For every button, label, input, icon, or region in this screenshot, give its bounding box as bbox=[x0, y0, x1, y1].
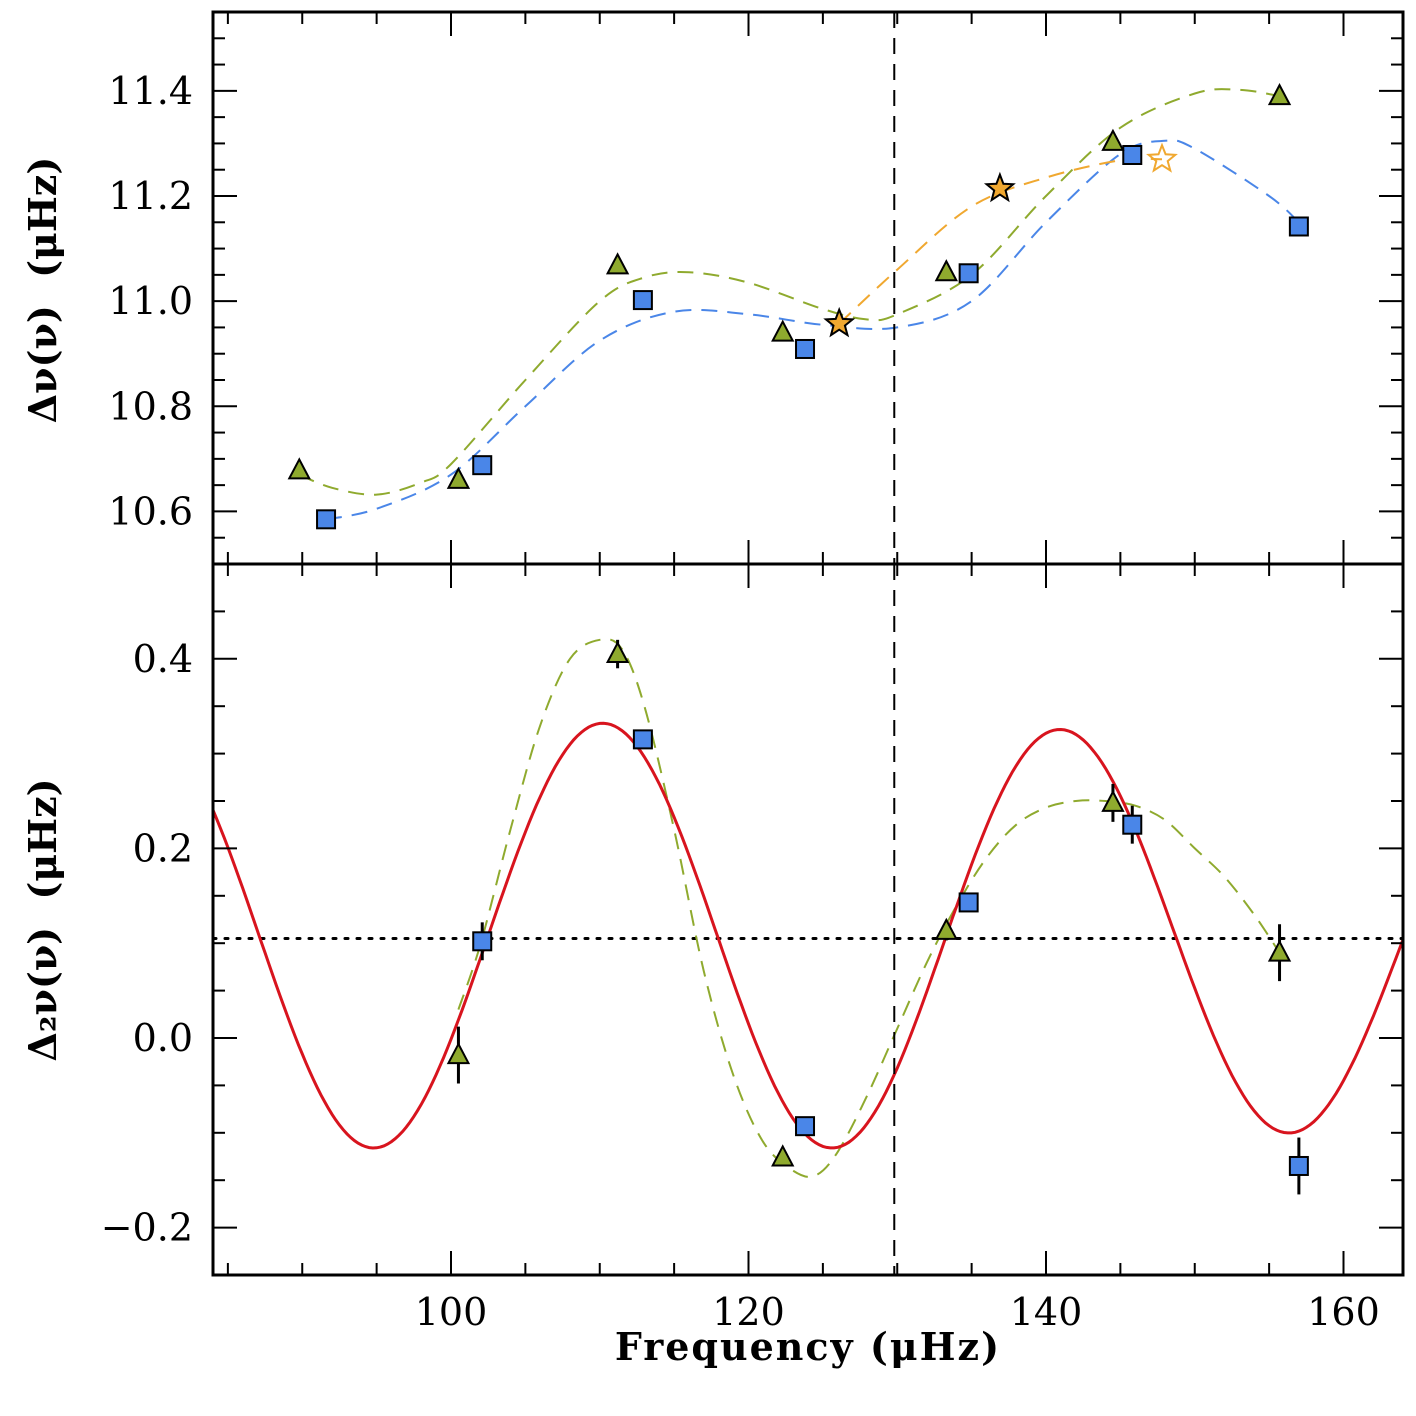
triangle-marker bbox=[1101, 789, 1125, 812]
square-marker bbox=[1288, 1155, 1309, 1176]
dashed-fit-line bbox=[457, 638, 1281, 1178]
triangle-marker bbox=[934, 917, 958, 940]
square-marker bbox=[316, 509, 337, 530]
top-data-markers bbox=[287, 82, 1309, 530]
triangle-marker bbox=[446, 466, 471, 489]
y-tick-label: 11.2 bbox=[108, 174, 193, 218]
square-marker bbox=[958, 892, 979, 913]
top-y-axis-label: Δν(ν) (μHz) bbox=[20, 157, 65, 424]
triangle-marker bbox=[446, 1041, 471, 1065]
x-tick-label: 100 bbox=[415, 1290, 488, 1334]
bottom-y-axis-label-unit: (μHz) bbox=[20, 778, 65, 899]
open-star-marker bbox=[1146, 142, 1178, 173]
square-marker bbox=[632, 290, 653, 311]
bottom-y-axis-label-main: Δ₂ν(ν) bbox=[20, 927, 65, 1062]
triangle-marker bbox=[1101, 128, 1125, 151]
x-tick-label: 120 bbox=[712, 1290, 785, 1334]
y-tick-label: 0.4 bbox=[133, 637, 193, 681]
bottom-y-tick-labels: −0.2 0.0 0.2 0.4 bbox=[101, 637, 193, 1250]
triangle-marker bbox=[934, 259, 958, 282]
dashed-fit-line bbox=[298, 88, 1280, 496]
y-tick-label: 10.6 bbox=[108, 489, 193, 533]
y-tick-label: 11.0 bbox=[108, 279, 193, 323]
y-tick-label: −0.2 bbox=[101, 1206, 193, 1250]
top-y-axis-label-unit: (μHz) bbox=[20, 157, 65, 278]
y-tick-label: 0.0 bbox=[133, 1016, 193, 1060]
x-axis-label: Frequency (μHz) bbox=[615, 1324, 1001, 1369]
square-marker bbox=[472, 455, 493, 476]
bottom-solid-model-fit-line bbox=[211, 721, 1405, 1150]
triangle-marker bbox=[771, 319, 795, 342]
bottom-x-tick-labels: 100 120 140 160 bbox=[415, 1290, 1380, 1334]
y-tick-label: 11.4 bbox=[108, 69, 193, 113]
bottom-plot-frame bbox=[211, 562, 1405, 1277]
triangle-marker bbox=[605, 252, 630, 275]
top-panel: 10.6 10.8 11.0 11.2 11.4 Δν(ν) (μHz) bbox=[20, 10, 1405, 566]
square-marker bbox=[795, 338, 816, 359]
bottom-panel: −0.20.00.20.4 100 120 140 160 Δ₂ν(ν) (μHz) … bbox=[20, 562, 1405, 1369]
top-y-tick-labels: 10.6 10.8 11.0 11.2 11.4 bbox=[108, 69, 193, 534]
triangle-marker bbox=[1267, 82, 1292, 106]
square-marker bbox=[1122, 814, 1143, 835]
triangle-marker bbox=[287, 457, 311, 480]
bottom-data-markers bbox=[446, 640, 1309, 1176]
square-marker bbox=[958, 263, 979, 284]
x-tick-label: 160 bbox=[1307, 1290, 1380, 1334]
square-marker bbox=[472, 931, 493, 952]
bottom-fit-lines bbox=[457, 638, 1281, 1178]
square-marker bbox=[1288, 216, 1309, 237]
star-marker bbox=[823, 306, 856, 338]
y-tick-label: 10.8 bbox=[108, 384, 193, 428]
square-marker bbox=[632, 729, 653, 750]
top-y-axis-label-main: Δν(ν) bbox=[20, 305, 65, 423]
x-tick-label: 140 bbox=[1010, 1290, 1083, 1334]
triangle-marker bbox=[605, 640, 630, 664]
triangle-marker bbox=[1267, 939, 1292, 962]
y-tick-label: 0.2 bbox=[133, 826, 193, 870]
square-marker bbox=[795, 1116, 816, 1137]
triangle-marker bbox=[771, 1144, 795, 1167]
star-marker bbox=[983, 171, 1016, 203]
bottom-y-axis-label: Δ₂ν(ν) (μHz) bbox=[20, 778, 65, 1061]
square-marker bbox=[1122, 144, 1143, 165]
